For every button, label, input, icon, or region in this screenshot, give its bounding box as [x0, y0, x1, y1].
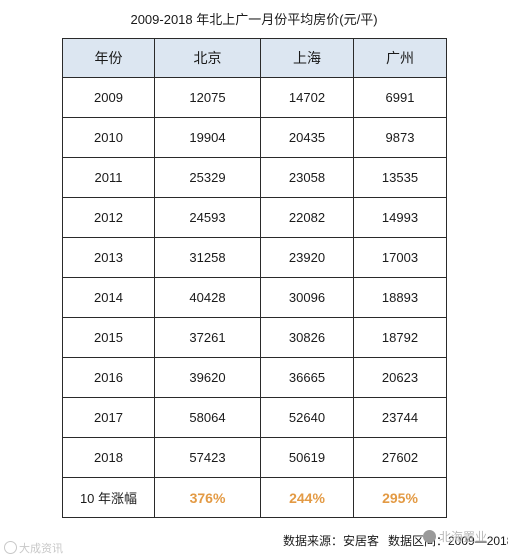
cell-shanghai: 50619 — [260, 437, 354, 478]
cell-year: 2016 — [62, 357, 155, 398]
cell-beijing: 25329 — [154, 157, 261, 198]
table-row: 2016 39620 36665 20623 — [62, 357, 447, 398]
cell-beijing: 31258 — [154, 237, 261, 278]
cell-year: 2009 — [62, 77, 155, 118]
watermark-logo-icon — [4, 541, 17, 554]
cell-guangzhou: 6991 — [353, 77, 447, 118]
growth-beijing: 376% — [154, 477, 261, 518]
cell-guangzhou: 18893 — [353, 277, 447, 318]
table-row: 2009 12075 14702 6991 — [62, 77, 447, 118]
table-row: 2018 57423 50619 27602 — [62, 437, 447, 478]
price-table: 年份 北京 上海 广州 2009 12075 14702 6991 2010 1… — [62, 38, 447, 518]
cell-beijing: 19904 — [154, 117, 261, 158]
cell-beijing: 24593 — [154, 197, 261, 238]
cell-year: 2012 — [62, 197, 155, 238]
growth-shanghai: 244% — [260, 477, 354, 518]
growth-summary-row: 10 年涨幅 376% 244% 295% — [62, 477, 447, 518]
cell-shanghai: 36665 — [260, 357, 354, 398]
cell-guangzhou: 9873 — [353, 117, 447, 158]
cell-guangzhou: 18792 — [353, 317, 447, 358]
table-row: 2012 24593 22082 14993 — [62, 197, 447, 238]
header-beijing: 北京 — [154, 38, 261, 78]
watermark-left-text: 大成资讯 — [19, 543, 63, 555]
watermark-right-text: 北海置业 — [439, 530, 488, 544]
cell-beijing: 40428 — [154, 277, 261, 318]
cell-shanghai: 30096 — [260, 277, 354, 318]
cell-year: 2010 — [62, 117, 155, 158]
cell-year: 2011 — [62, 157, 155, 198]
cell-shanghai: 22082 — [260, 197, 354, 238]
growth-label: 10 年涨幅 — [62, 477, 155, 518]
table-title: 2009-2018 年北上广一月份平均房价(元/平) — [130, 12, 378, 27]
cell-guangzhou: 27602 — [353, 437, 447, 478]
header-row: 年份 北京 上海 广州 — [62, 38, 447, 78]
cell-beijing: 57423 — [154, 437, 261, 478]
cell-shanghai: 23920 — [260, 237, 354, 278]
table-row: 2017 58064 52640 23744 — [62, 397, 447, 438]
header-year: 年份 — [62, 38, 155, 78]
cell-guangzhou: 20623 — [353, 357, 447, 398]
cell-year: 2013 — [62, 237, 155, 278]
cell-guangzhou: 23744 — [353, 397, 447, 438]
cell-guangzhou: 13535 — [353, 157, 447, 198]
table-row: 2011 25329 23058 13535 — [62, 157, 447, 198]
cell-beijing: 58064 — [154, 397, 261, 438]
cell-shanghai: 52640 — [260, 397, 354, 438]
cell-shanghai: 14702 — [260, 77, 354, 118]
table-row: 2010 19904 20435 9873 — [62, 117, 447, 158]
cell-guangzhou: 17003 — [353, 237, 447, 278]
table-row: 2014 40428 30096 18893 — [62, 277, 447, 318]
cell-shanghai: 30826 — [260, 317, 354, 358]
cell-guangzhou: 14993 — [353, 197, 447, 238]
header-guangzhou: 广州 — [353, 38, 447, 78]
watermark-left: 大成资讯 — [4, 540, 63, 556]
cell-shanghai: 20435 — [260, 117, 354, 158]
cell-year: 2017 — [62, 397, 155, 438]
cell-beijing: 12075 — [154, 77, 261, 118]
cell-beijing: 37261 — [154, 317, 261, 358]
table-row: 2015 37261 30826 18792 — [62, 317, 447, 358]
growth-guangzhou: 295% — [353, 477, 447, 518]
header-shanghai: 上海 — [260, 38, 354, 78]
wechat-logo-icon — [423, 530, 436, 543]
cell-shanghai: 23058 — [260, 157, 354, 198]
cell-beijing: 39620 — [154, 357, 261, 398]
data-source-note: 数据来源：安居客 — [283, 534, 380, 548]
cell-year: 2015 — [62, 317, 155, 358]
watermark-right: 北海置业 — [423, 528, 487, 545]
cell-year: 2018 — [62, 437, 155, 478]
table-row: 2013 31258 23920 17003 — [62, 237, 447, 278]
data-range-note: 数据区间：2009—2018 — [388, 534, 508, 548]
cell-year: 2014 — [62, 277, 155, 318]
